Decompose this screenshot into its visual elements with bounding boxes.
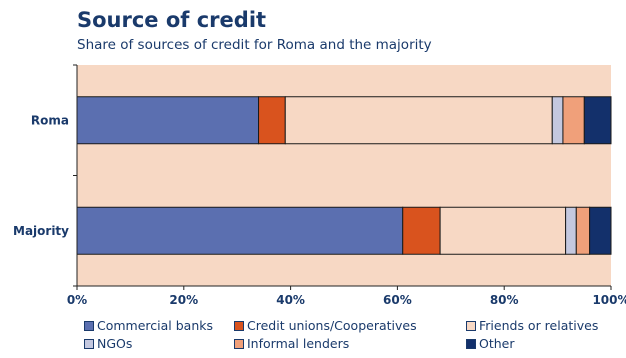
x-tick-label: 100% — [592, 293, 626, 307]
legend-label: Commercial banks — [97, 318, 214, 333]
legend-item: Commercial banks — [84, 318, 213, 333]
bar-segment — [439, 206, 567, 255]
legend-swatch — [84, 338, 94, 349]
legend-item: Other — [466, 336, 515, 351]
x-tick-label: 0% — [67, 293, 87, 307]
legend-label: NGOs — [97, 336, 133, 351]
legend-swatch — [234, 338, 244, 349]
bar-segment — [76, 206, 404, 255]
bar-segment — [76, 96, 260, 145]
legend-swatch — [466, 320, 476, 331]
category-label: Roma — [31, 113, 69, 127]
x-tick-label: 80% — [490, 293, 519, 307]
chart-title: Source of credit — [77, 8, 267, 32]
chart-legend: Commercial banks Credit unions/Cooperativ… — [84, 318, 624, 356]
legend-item: NGOs — [84, 336, 132, 351]
legend-label: Informal lenders — [247, 336, 350, 351]
bar-segment — [284, 96, 553, 145]
legend-label: Other — [479, 336, 515, 351]
bar-segment — [589, 206, 612, 255]
bar-segment — [562, 96, 585, 145]
bar-segment — [258, 96, 286, 145]
legend-label: Friends or relatives — [479, 318, 599, 333]
legend-item: Informal lenders — [234, 336, 349, 351]
bar-segment — [575, 206, 591, 255]
category-label: Majority — [13, 224, 69, 238]
x-tick-label: 40% — [276, 293, 305, 307]
legend-swatch — [234, 320, 244, 331]
chart-subtitle: Share of sources of credit for Roma and … — [77, 37, 432, 53]
bar-segment — [551, 96, 564, 145]
legend-swatch — [84, 320, 94, 331]
bar-segment — [402, 206, 441, 255]
legend-item: Credit unions/Cooperatives — [234, 318, 417, 333]
bar-segment — [583, 96, 612, 145]
x-tick-label: 20% — [169, 293, 198, 307]
x-tick-label: 60% — [383, 293, 412, 307]
bar-segment — [565, 206, 577, 255]
legend-item: Friends or relatives — [466, 318, 598, 333]
legend-swatch — [466, 338, 476, 349]
legend-label: Credit unions/Cooperatives — [247, 318, 417, 333]
